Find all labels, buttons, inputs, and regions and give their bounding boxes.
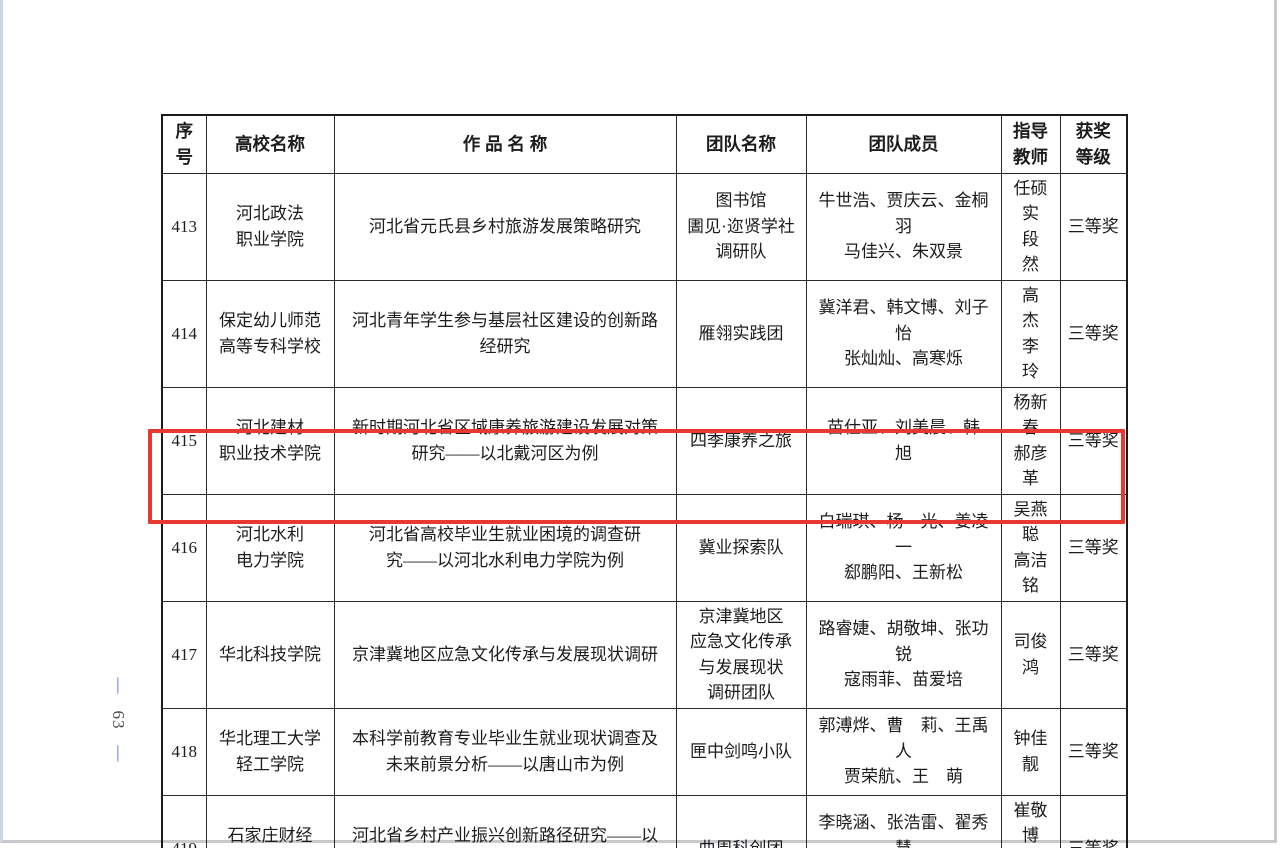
page-number: — 63 —	[108, 655, 128, 785]
cell-work: 京津冀地区应急文化传承与发展现状调研	[333, 600, 677, 709]
col-header-teachers: 指导 教师	[1000, 114, 1061, 174]
cell-team: 图书馆 圕见·迩贤学社 调研队	[675, 172, 807, 281]
cell-teachers: 任硕实 段 然	[1000, 172, 1061, 281]
cell-team: 匣中剑鸣小队	[675, 707, 807, 796]
cell-members: 李晓涵、张浩雷、翟秀慧 苗艳丽、苏小雨	[805, 794, 1002, 848]
cell-school: 华北科技学院	[205, 600, 335, 709]
cell-no: 419	[161, 794, 207, 848]
cell-award: 三等奖	[1059, 386, 1128, 495]
cell-members: 路睿婕、胡敬坤、张功锐 寇雨菲、苗爱培	[805, 600, 1002, 709]
cell-team: 曲周科创团	[675, 794, 807, 848]
cell-teachers: 崔敬博 董 飞	[1000, 794, 1061, 848]
awards-table: 序号 高校名称 作 品 名 称 团队名称 团队成员 指导 教师 获奖 等级 41…	[161, 114, 1128, 848]
cell-no: 413	[161, 172, 207, 281]
cell-no: 416	[161, 493, 207, 602]
cell-no: 415	[161, 386, 207, 495]
cell-award: 三等奖	[1059, 707, 1128, 796]
page-number-value: 63	[109, 710, 128, 730]
table-row-413: 413 河北政法 职业学院 河北省元氏县乡村旅游发展策略研究 图书馆 圕见·迩贤…	[161, 172, 1128, 281]
cell-team: 雁翎实践团	[675, 279, 807, 388]
cell-school: 河北建材 职业技术学院	[205, 386, 335, 495]
table-row-417: 417 华北科技学院 京津冀地区应急文化传承与发展现状调研 京津冀地区 应急文化…	[161, 600, 1128, 709]
col-header-award: 获奖 等级	[1059, 114, 1128, 174]
cell-award: 三等奖	[1059, 600, 1128, 709]
cell-award: 三等奖	[1059, 794, 1128, 848]
cell-team: 京津冀地区 应急文化传承 与发展现状 调研团队	[675, 600, 807, 709]
cell-team: 四季康养之旅	[675, 386, 807, 495]
table-row-415: 415 河北建材 职业技术学院 新时期河北省区域康养旅游建设发展对策 研究——以…	[161, 386, 1128, 495]
page-number-dash-left: —	[110, 677, 127, 695]
table-row-414: 414 保定幼儿师范 高等专科学校 河北青年学生参与基层社区建设的创新路 经研究…	[161, 279, 1128, 388]
col-header-school: 高校名称	[205, 114, 335, 174]
page-number-dash-right: —	[110, 745, 127, 763]
cell-work: 河北省高校毕业生就业困境的调查研 究——以河北水利电力学院为例	[333, 493, 677, 602]
cell-no: 417	[161, 600, 207, 709]
cell-school: 保定幼儿师范 高等专科学校	[205, 279, 335, 388]
cell-teachers: 吴燕聪 高洁铭	[1000, 493, 1061, 602]
cell-teachers: 杨新春 郝彦革	[1000, 386, 1061, 495]
cell-award: 三等奖	[1059, 493, 1128, 602]
cell-school: 石家庄财经 职业学院	[205, 794, 335, 848]
cell-members: 白瑞琪、杨 光、姜凌一 郄鹏阳、王新松	[805, 493, 1002, 602]
cell-teachers: 钟佳靓	[1000, 707, 1061, 796]
col-header-work: 作 品 名 称	[333, 114, 677, 174]
cell-award: 三等奖	[1059, 172, 1128, 281]
cell-school: 河北政法 职业学院	[205, 172, 335, 281]
cell-no: 414	[161, 279, 207, 388]
col-header-team: 团队名称	[675, 114, 807, 174]
cell-work: 新时期河北省区域康养旅游建设发展对策 研究——以北戴河区为例	[333, 386, 677, 495]
cell-work: 河北青年学生参与基层社区建设的创新路 经研究	[333, 279, 677, 388]
cell-no: 418	[161, 707, 207, 796]
cell-members: 郭溥烨、曹 莉、王禹人 贾荣航、王 萌	[805, 707, 1002, 796]
table-row-419: 419 石家庄财经 职业学院 河北省乡村产业振兴创新路径研究——以 全国第一所科…	[161, 794, 1128, 848]
table-row-416-highlighted: 416 河北水利 电力学院 河北省高校毕业生就业困境的调查研 究——以河北水利电…	[161, 493, 1128, 602]
cell-team: 冀业探索队	[675, 493, 807, 602]
cell-school: 华北理工大学 轻工学院	[205, 707, 335, 796]
cell-award: 三等奖	[1059, 279, 1128, 388]
col-header-members: 团队成员	[805, 114, 1002, 174]
table-row-418: 418 华北理工大学 轻工学院 本科学前教育专业毕业生就业现状调查及 未来前景分…	[161, 707, 1128, 796]
cell-work: 河北省元氏县乡村旅游发展策略研究	[333, 172, 677, 281]
cell-teachers: 司俊鸿	[1000, 600, 1061, 709]
col-header-no: 序号	[161, 114, 207, 174]
cell-members: 苗仕亚、刘美晨、韩 旭	[805, 386, 1002, 495]
cell-members: 牛世浩、贾庆云、金桐羽 马佳兴、朱双景	[805, 172, 1002, 281]
table-header-row: 序号 高校名称 作 品 名 称 团队名称 团队成员 指导 教师 获奖 等级	[161, 114, 1128, 174]
cell-school: 河北水利 电力学院	[205, 493, 335, 602]
cell-work: 河北省乡村产业振兴创新路径研究——以 全国第一所科技小院及其县域推广为例	[333, 794, 677, 848]
cell-teachers: 高 杰 李 玲	[1000, 279, 1061, 388]
cell-members: 冀洋君、韩文博、刘子怡 张灿灿、高寒烁	[805, 279, 1002, 388]
cell-work: 本科学前教育专业毕业生就业现状调查及 未来前景分析——以唐山市为例	[333, 707, 677, 796]
